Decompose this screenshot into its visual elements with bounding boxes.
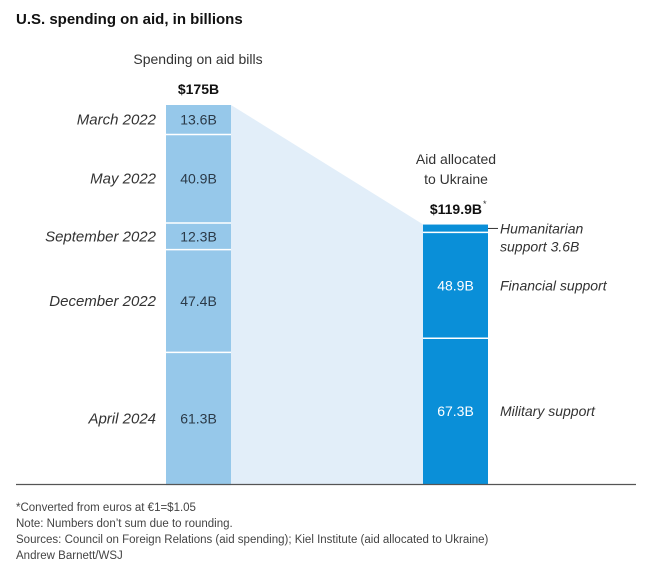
right-segment-label: 48.9B	[437, 277, 474, 293]
date-label: September 2022	[45, 228, 157, 245]
side-label: Military support	[500, 403, 596, 419]
left-bar-total: $175B	[178, 81, 219, 97]
chart-footer: *Converted from euros at €1=$1.05 Note: …	[16, 500, 488, 564]
credit-note: Andrew Barnett/WSJ	[16, 550, 123, 562]
connector-band	[231, 105, 423, 484]
plot-area: Spending on aid bills $175B 13.6B March 202…	[16, 51, 636, 486]
date-label: March 2022	[77, 112, 157, 129]
left-segment-label: 61.3B	[180, 411, 217, 427]
right-bar-header-line1: Aid allocated	[416, 151, 496, 167]
side-label: support 3.6B	[500, 238, 579, 254]
side-label: Humanitarian	[500, 220, 583, 236]
chart-title: U.S. spending on aid, in billions	[16, 11, 243, 28]
right-bar-header-line2: to Ukraine	[424, 171, 488, 187]
side-label: Financial support	[500, 277, 608, 293]
date-label: May 2022	[90, 171, 157, 188]
left-bar-segment	[166, 134, 231, 224]
rounding-note: Note: Numbers don’t sum due to rounding.	[16, 518, 233, 530]
right-bar-total: $119.9B	[430, 201, 482, 217]
conversion-note: *Converted from euros at €1=$1.05	[16, 502, 196, 514]
left-segment-label: 40.9B	[180, 171, 217, 187]
aid-chart: U.S. spending on aid, in billions Spendi…	[16, 11, 636, 486]
right-bar-total-note: *	[483, 199, 487, 209]
date-label: December 2022	[49, 293, 156, 310]
left-segment-label: 13.6B	[180, 112, 217, 128]
left-bar-segment	[166, 223, 231, 250]
right-bar-segment	[423, 232, 488, 339]
left-segment-label: 12.3B	[180, 228, 217, 244]
right-bar-segment	[423, 338, 488, 484]
left-bar-segment	[166, 352, 231, 486]
left-segment-label: 47.4B	[180, 293, 217, 309]
sources-note: Sources: Council on Foreign Relations (a…	[16, 534, 489, 546]
left-bar-header: Spending on aid bills	[133, 51, 262, 67]
left-bar-segment	[166, 105, 231, 135]
right-bar-segment	[423, 224, 488, 233]
left-bar-segment	[166, 249, 231, 353]
date-label: April 2024	[87, 411, 156, 428]
right-segment-label: 67.3B	[437, 403, 474, 419]
